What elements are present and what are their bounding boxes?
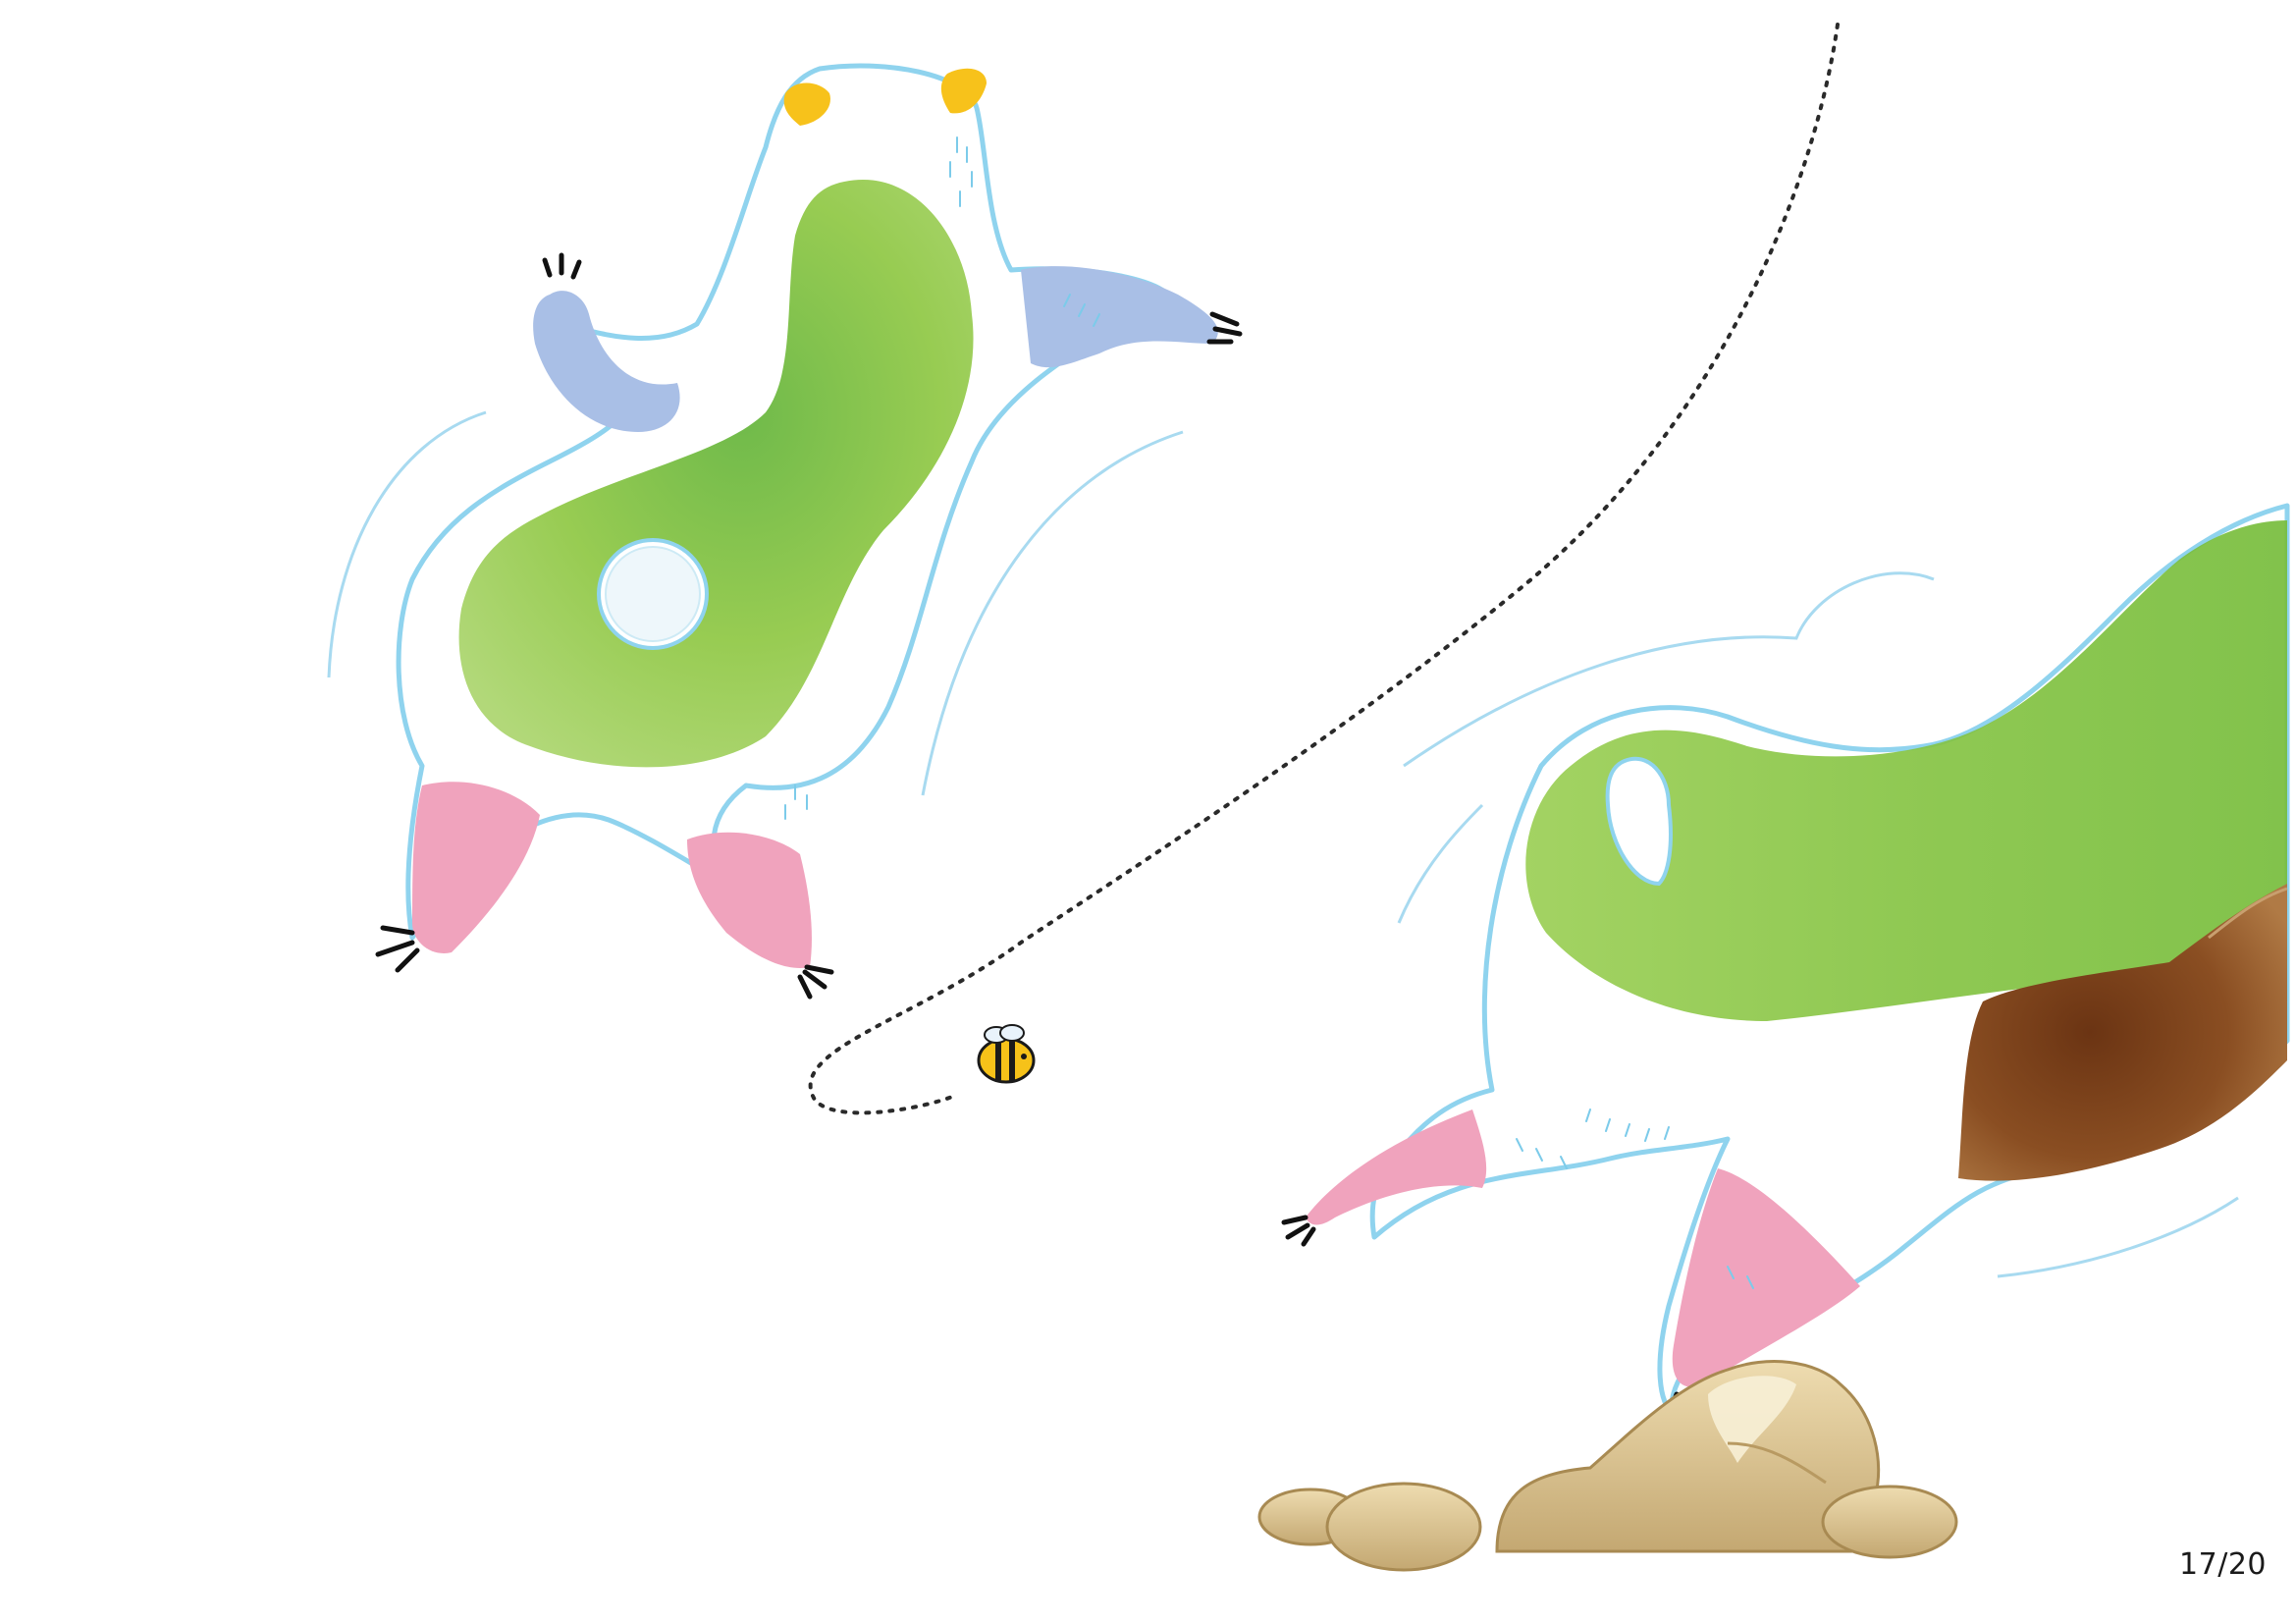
page-number: 17/20 xyxy=(2179,1547,2267,1582)
creature-left xyxy=(327,63,1243,1000)
claw-icon xyxy=(542,252,582,280)
beak-icon xyxy=(783,82,830,126)
bee-flight-trail xyxy=(808,23,1840,1115)
dirt-clump xyxy=(1958,884,2287,1181)
bee-icon xyxy=(977,1024,1036,1084)
creature-right xyxy=(1281,503,2290,1424)
rocks xyxy=(1257,1360,1958,1572)
